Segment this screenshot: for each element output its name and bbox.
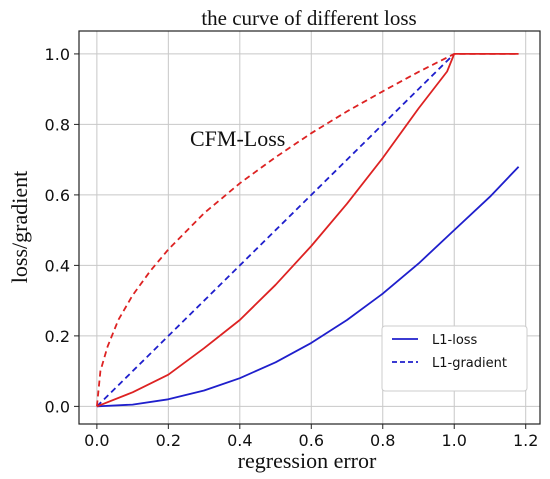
cfm-gradient-line (96, 53, 519, 407)
cfm-loss-annotation: CFM-Loss (190, 126, 285, 151)
y-axis-label: loss/gradient (7, 171, 32, 283)
y-tick-label: 0.0 (45, 397, 70, 416)
axis-ticks: 0.0 0.2 0.4 0.6 0.8 1.0 1.2 0.0 0.2 0.4 0.6 0.8 1.0 (45, 45, 539, 450)
series-lines (96, 53, 520, 408)
legend-label-l1-gradient: L1-gradient (432, 356, 507, 371)
y-tick-label: 0.4 (45, 256, 70, 275)
y-tick-label: 0.2 (45, 327, 70, 346)
x-tick-label: 0.0 (84, 431, 109, 450)
legend: L1-loss L1-gradient (381, 325, 528, 392)
y-tick-label: 1.0 (45, 45, 70, 64)
l1-loss-line (96, 166, 520, 408)
legend-label-l1-loss: L1-loss (432, 333, 478, 348)
x-tick-label: 0.4 (227, 431, 252, 450)
x-tick-label: 0.6 (299, 431, 324, 450)
x-tick-label: 0.2 (156, 431, 181, 450)
legend-box (381, 325, 528, 392)
x-axis-label: regression error (238, 448, 377, 473)
x-tick-label: 0.8 (370, 431, 395, 450)
y-tick-label: 0.6 (45, 186, 70, 205)
y-tick-label: 0.8 (45, 115, 70, 134)
plot-frame (78, 30, 541, 425)
x-tick-label: 1.0 (442, 431, 467, 450)
x-tick-label: 1.2 (513, 431, 538, 450)
l1-gradient-line (96, 53, 455, 408)
cfm-loss-line (96, 53, 519, 408)
chart-title: the curve of different loss (201, 6, 416, 30)
